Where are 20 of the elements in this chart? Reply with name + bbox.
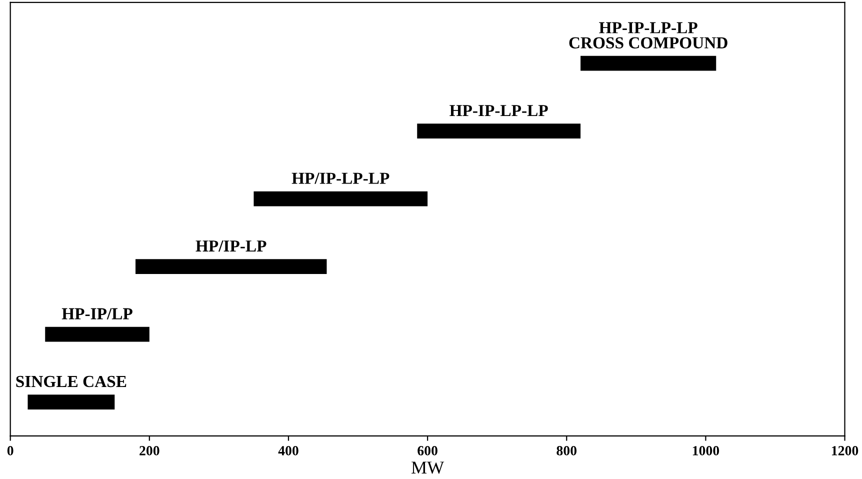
- x-tick-label: 400: [278, 446, 298, 456]
- x-tick-label: 600: [418, 446, 438, 456]
- bar: [136, 259, 327, 274]
- x-tick-label: 0: [7, 446, 14, 456]
- y-tick-label: HP-IP-LP-LP: [450, 105, 548, 116]
- x-tick-label: 1000: [692, 446, 720, 456]
- x-tick-label: 200: [140, 446, 160, 456]
- x-tick-label: 800: [556, 446, 577, 456]
- x-tick-label: 1200: [832, 446, 858, 456]
- bar: [28, 394, 115, 410]
- bar: [45, 326, 150, 342]
- bar: [254, 191, 428, 206]
- bar: [580, 56, 716, 71]
- y-tick-label: HP-IP-LP-LP CROSS COMPOUND: [569, 22, 728, 48]
- y-tick-label: HP/IP-LP: [196, 240, 266, 252]
- x-axis-title: MW: [412, 462, 444, 474]
- y-tick-label: HP/IP-LP-LP: [292, 172, 390, 184]
- y-tick-label: HP-IP/LP: [62, 308, 132, 320]
- y-tick-label: SINGLE CASE: [16, 376, 126, 388]
- bar: [417, 124, 581, 139]
